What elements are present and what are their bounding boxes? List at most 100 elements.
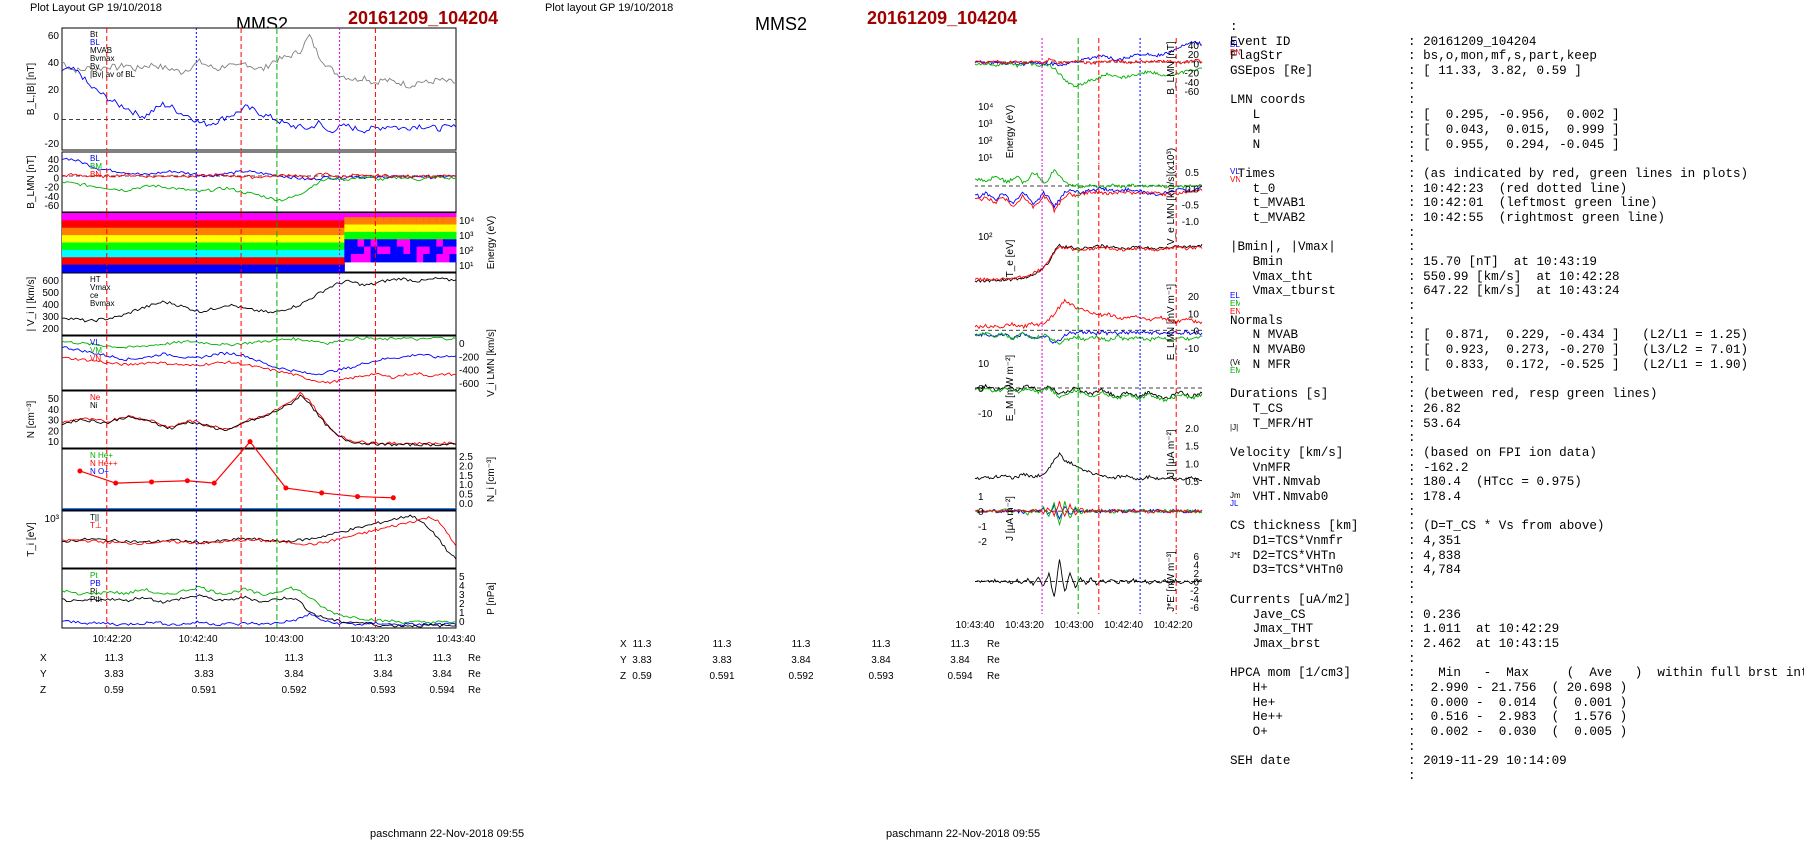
spectrogram-cell [449, 246, 457, 256]
panel-5: 10 0 -10 E_M [mW m⁻²] (VexB)MEM [974, 355, 1240, 421]
spectrogram-cell [259, 235, 267, 244]
info-value: : 10:42:01 (leftmost green line) [1408, 196, 1658, 211]
info-key: Jave_CS [1230, 607, 1306, 622]
spectrogram-cell [245, 235, 253, 244]
info-key: N MVAB0 [1230, 343, 1306, 358]
spectrogram-cell [436, 231, 444, 241]
spectrogram-cell [252, 220, 260, 229]
spectrogram-cell [416, 239, 424, 248]
info-value: : 0.002 - 0.030 ( 0.005 ) [1408, 725, 1628, 739]
spectrogram-cell [429, 217, 437, 226]
spectrogram-cell [107, 220, 116, 229]
spectrogram-cell [377, 217, 385, 226]
time-tick-label: 10:42:20 [1154, 620, 1193, 631]
spectrogram-cell [219, 264, 227, 273]
spectrogram-cell [410, 224, 418, 233]
spectrogram-cell [311, 257, 319, 266]
position-value: 11.3 [633, 639, 652, 650]
series-line [61, 33, 457, 89]
tick-label: -60 [45, 201, 60, 212]
info-value: : 20161209_104204 [1408, 34, 1537, 49]
info-value: : (D=T_CS * Vs from above) [1408, 519, 1605, 534]
series-line [974, 452, 1203, 482]
spectrogram-cell [62, 213, 70, 222]
info-row: VnMFR: -162.2 [1230, 461, 1804, 476]
series-point [77, 468, 83, 474]
spectrogram-cell [160, 242, 168, 251]
spectrogram-cell [62, 249, 70, 259]
spectrogram-cell [416, 254, 424, 263]
spectrogram-cell [101, 242, 109, 251]
info-row: CS thickness [km]: (D=T_CS * Vs from abo… [1230, 519, 1804, 534]
spectrogram-cell [147, 242, 155, 251]
spectrogram-cell [331, 264, 339, 273]
info-row: D1=TCS*Vnmfr: 4,351 [1230, 534, 1804, 549]
tick-label: 10 [1188, 309, 1200, 320]
spectrogram-cell [324, 235, 332, 244]
position-unit: Re [468, 669, 481, 680]
footer-credit: paschmann 22-Nov-2018 09:55 [886, 828, 1041, 840]
spectrogram-cell [245, 257, 253, 266]
spectrogram-cell [265, 249, 273, 259]
info-key: t_0 [1230, 181, 1276, 196]
panel-6: 2.0 1.5 1.0 0.5 |J| [μA m⁻²] |J| [974, 421, 1238, 488]
position-value: 11.3 [713, 639, 732, 650]
y-axis-label: T_e [eV] [1005, 239, 1016, 277]
spectrogram-cell [298, 227, 306, 237]
spectrogram-cell [94, 249, 102, 259]
spectrogram-cell [357, 239, 365, 248]
spectrogram-cell [81, 235, 89, 244]
spectrogram-cell [311, 242, 319, 251]
position-unit: Re [987, 671, 1000, 682]
info-key: t_MVAB2 [1230, 210, 1306, 225]
tick-label: 30 [48, 416, 60, 427]
position-value: 3.84 [871, 655, 891, 666]
spectrogram-cell [173, 257, 181, 266]
position-value: 0.592 [788, 671, 813, 682]
info-row: N: [ 0.955, 0.294, -0.045 ] [1230, 138, 1804, 153]
info-value: : [1408, 152, 1416, 167]
tick-label: 10² [978, 136, 993, 147]
info-row: Vmax_tht: 550.99 [km/s] at 10:42:28 [1230, 270, 1804, 285]
series-line [974, 169, 1203, 189]
position-value: 3.83 [632, 655, 652, 666]
spectrogram-cell [291, 220, 299, 229]
spectrogram-cell [153, 213, 161, 222]
spectrogram-cell [265, 213, 273, 222]
spectrogram-cell [383, 246, 391, 256]
spectrogram-cell [94, 264, 102, 273]
spectrogram-cell [272, 220, 280, 229]
info-key: T_CS [1230, 401, 1283, 416]
info-value: : [1408, 313, 1416, 328]
spectrogram-cell [219, 213, 227, 222]
legend-entry: N O+ [90, 467, 109, 476]
info-row: Vmax_tburst: 647.22 [km/s] at 10:43:24 [1230, 284, 1804, 299]
info-value: : -162.2 [1408, 460, 1469, 475]
info-row: : [1230, 740, 1804, 755]
spectrogram-cell [186, 227, 194, 237]
spectrogram-cell [442, 239, 450, 248]
info-row: D2=TCS*VHTn: 4,838 [1230, 549, 1804, 564]
info-key: Velocity [km/s] [1230, 445, 1344, 460]
spectrogram-cell [252, 242, 260, 251]
info-value: : 1.011 at 10:42:29 [1408, 622, 1560, 637]
spectrogram-cell [416, 231, 424, 241]
spectrogram-cell [180, 257, 188, 266]
info-key: HPCA mom [1/cm3] [1230, 666, 1351, 681]
legend-entry: J*E' [1230, 551, 1240, 560]
spectrogram-cell [285, 235, 293, 244]
panel-frame [61, 448, 457, 511]
series-point [247, 439, 253, 445]
spectrogram-cell [199, 227, 207, 237]
info-row: Jave_CS: 0.236 [1230, 608, 1804, 623]
info-value: : [ 0.833, 0.172, -0.525 ] (L2/L1 = 1.90… [1408, 357, 1749, 372]
spectrogram-cell [318, 264, 326, 273]
spectrogram-cell [278, 249, 286, 259]
legend-entry: N He+ [90, 451, 113, 460]
spectrogram-cell [370, 254, 378, 263]
info-key: Jmax_THT [1230, 622, 1314, 637]
spectrogram-cell [318, 257, 326, 266]
info-row: : [1230, 20, 1804, 35]
